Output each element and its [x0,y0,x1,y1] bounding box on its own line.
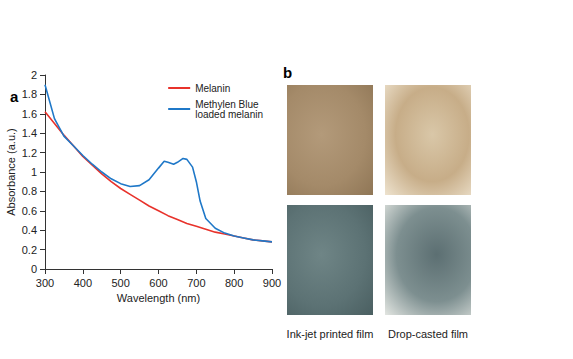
svg-text:Wavelength (nm): Wavelength (nm) [117,292,200,304]
svg-text:Absorbance (a.u.): Absorbance (a.u.) [5,128,17,215]
svg-text:1.2: 1.2 [22,147,37,159]
svg-text:0.6: 0.6 [22,205,37,217]
html-text:Ink-jet printed film: Ink-jet printed film [286,328,374,340]
svg-text:500: 500 [111,277,129,289]
svg-text:Melanin: Melanin [195,83,230,94]
svg-text:0.8: 0.8 [22,185,37,197]
html-text:Drop-casted film: Drop-casted film [388,328,468,340]
svg-text:0.4: 0.4 [22,224,37,236]
svg-text:loaded melanin: loaded melanin [195,109,263,120]
svg-text:300: 300 [36,277,54,289]
svg-text:600: 600 [149,277,167,289]
svg-text:1.6: 1.6 [22,108,37,120]
svg-text:700: 700 [187,277,205,289]
svg-text:0.2: 0.2 [22,244,37,256]
svg-text:900: 900 [263,277,281,289]
svg-text:400: 400 [74,277,92,289]
svg-text:1: 1 [31,166,37,178]
svg-text:2: 2 [31,69,37,81]
svg-text:1.4: 1.4 [22,127,37,139]
html-text:b: b [283,64,293,81]
svg-text:800: 800 [225,277,243,289]
html-text:a: a [10,88,19,105]
svg-text:Methylen Blue: Methylen Blue [195,98,262,110]
svg-text:1.8: 1.8 [22,88,37,100]
svg-text:0: 0 [31,263,37,275]
